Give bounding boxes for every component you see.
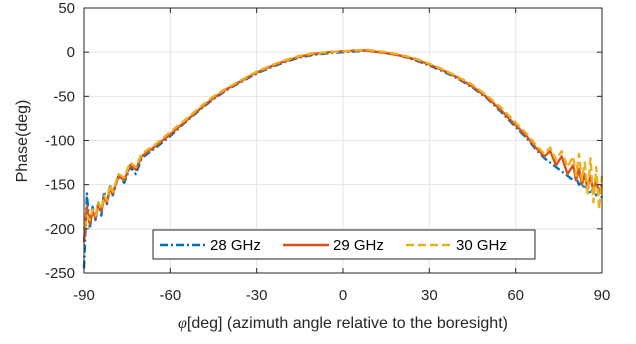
y-tick-labels: 50 0 -50 -100 -150 -200 -250 xyxy=(45,0,75,282)
tick-marks xyxy=(83,7,603,274)
legend-label: 30 GHz xyxy=(456,237,507,254)
x-tick-label: 30 xyxy=(421,287,438,304)
x-tick-labels: -90 -60 -30 0 30 60 90 xyxy=(73,287,610,304)
x-tick-label: 0 xyxy=(339,287,347,304)
legend-label: 29 GHz xyxy=(333,237,384,254)
y-tick-label: -100 xyxy=(45,133,75,150)
x-tick-label: -90 xyxy=(73,287,95,304)
x-axis-label-text: [deg] (azimuth angle relative to the bor… xyxy=(187,315,508,332)
y-tick-label: 50 xyxy=(58,0,75,17)
legend: 28 GHz 29 GHz 30 GHz xyxy=(152,229,536,260)
y-tick-label: -50 xyxy=(53,88,75,105)
x-axis-label-symbol: φ xyxy=(178,315,187,332)
legend-label: 28 GHz xyxy=(210,237,261,254)
y-tick-label: -250 xyxy=(45,265,75,282)
y-tick-label: -150 xyxy=(45,177,75,194)
x-tick-label: 60 xyxy=(507,287,524,304)
y-tick-label: 0 xyxy=(67,44,75,61)
y-tick-label: -200 xyxy=(45,221,75,238)
series-line xyxy=(82,48,604,230)
x-tick-label: -30 xyxy=(246,287,268,304)
series-line xyxy=(82,49,604,269)
x-axis-label: φ[deg] (azimuth angle relative to the bo… xyxy=(178,315,508,332)
legend-box xyxy=(152,229,536,260)
x-tick-label: 90 xyxy=(594,287,611,304)
x-tick-label: -60 xyxy=(159,287,181,304)
series-lines xyxy=(82,48,604,269)
y-axis-label: Phase(deg) xyxy=(14,100,31,183)
